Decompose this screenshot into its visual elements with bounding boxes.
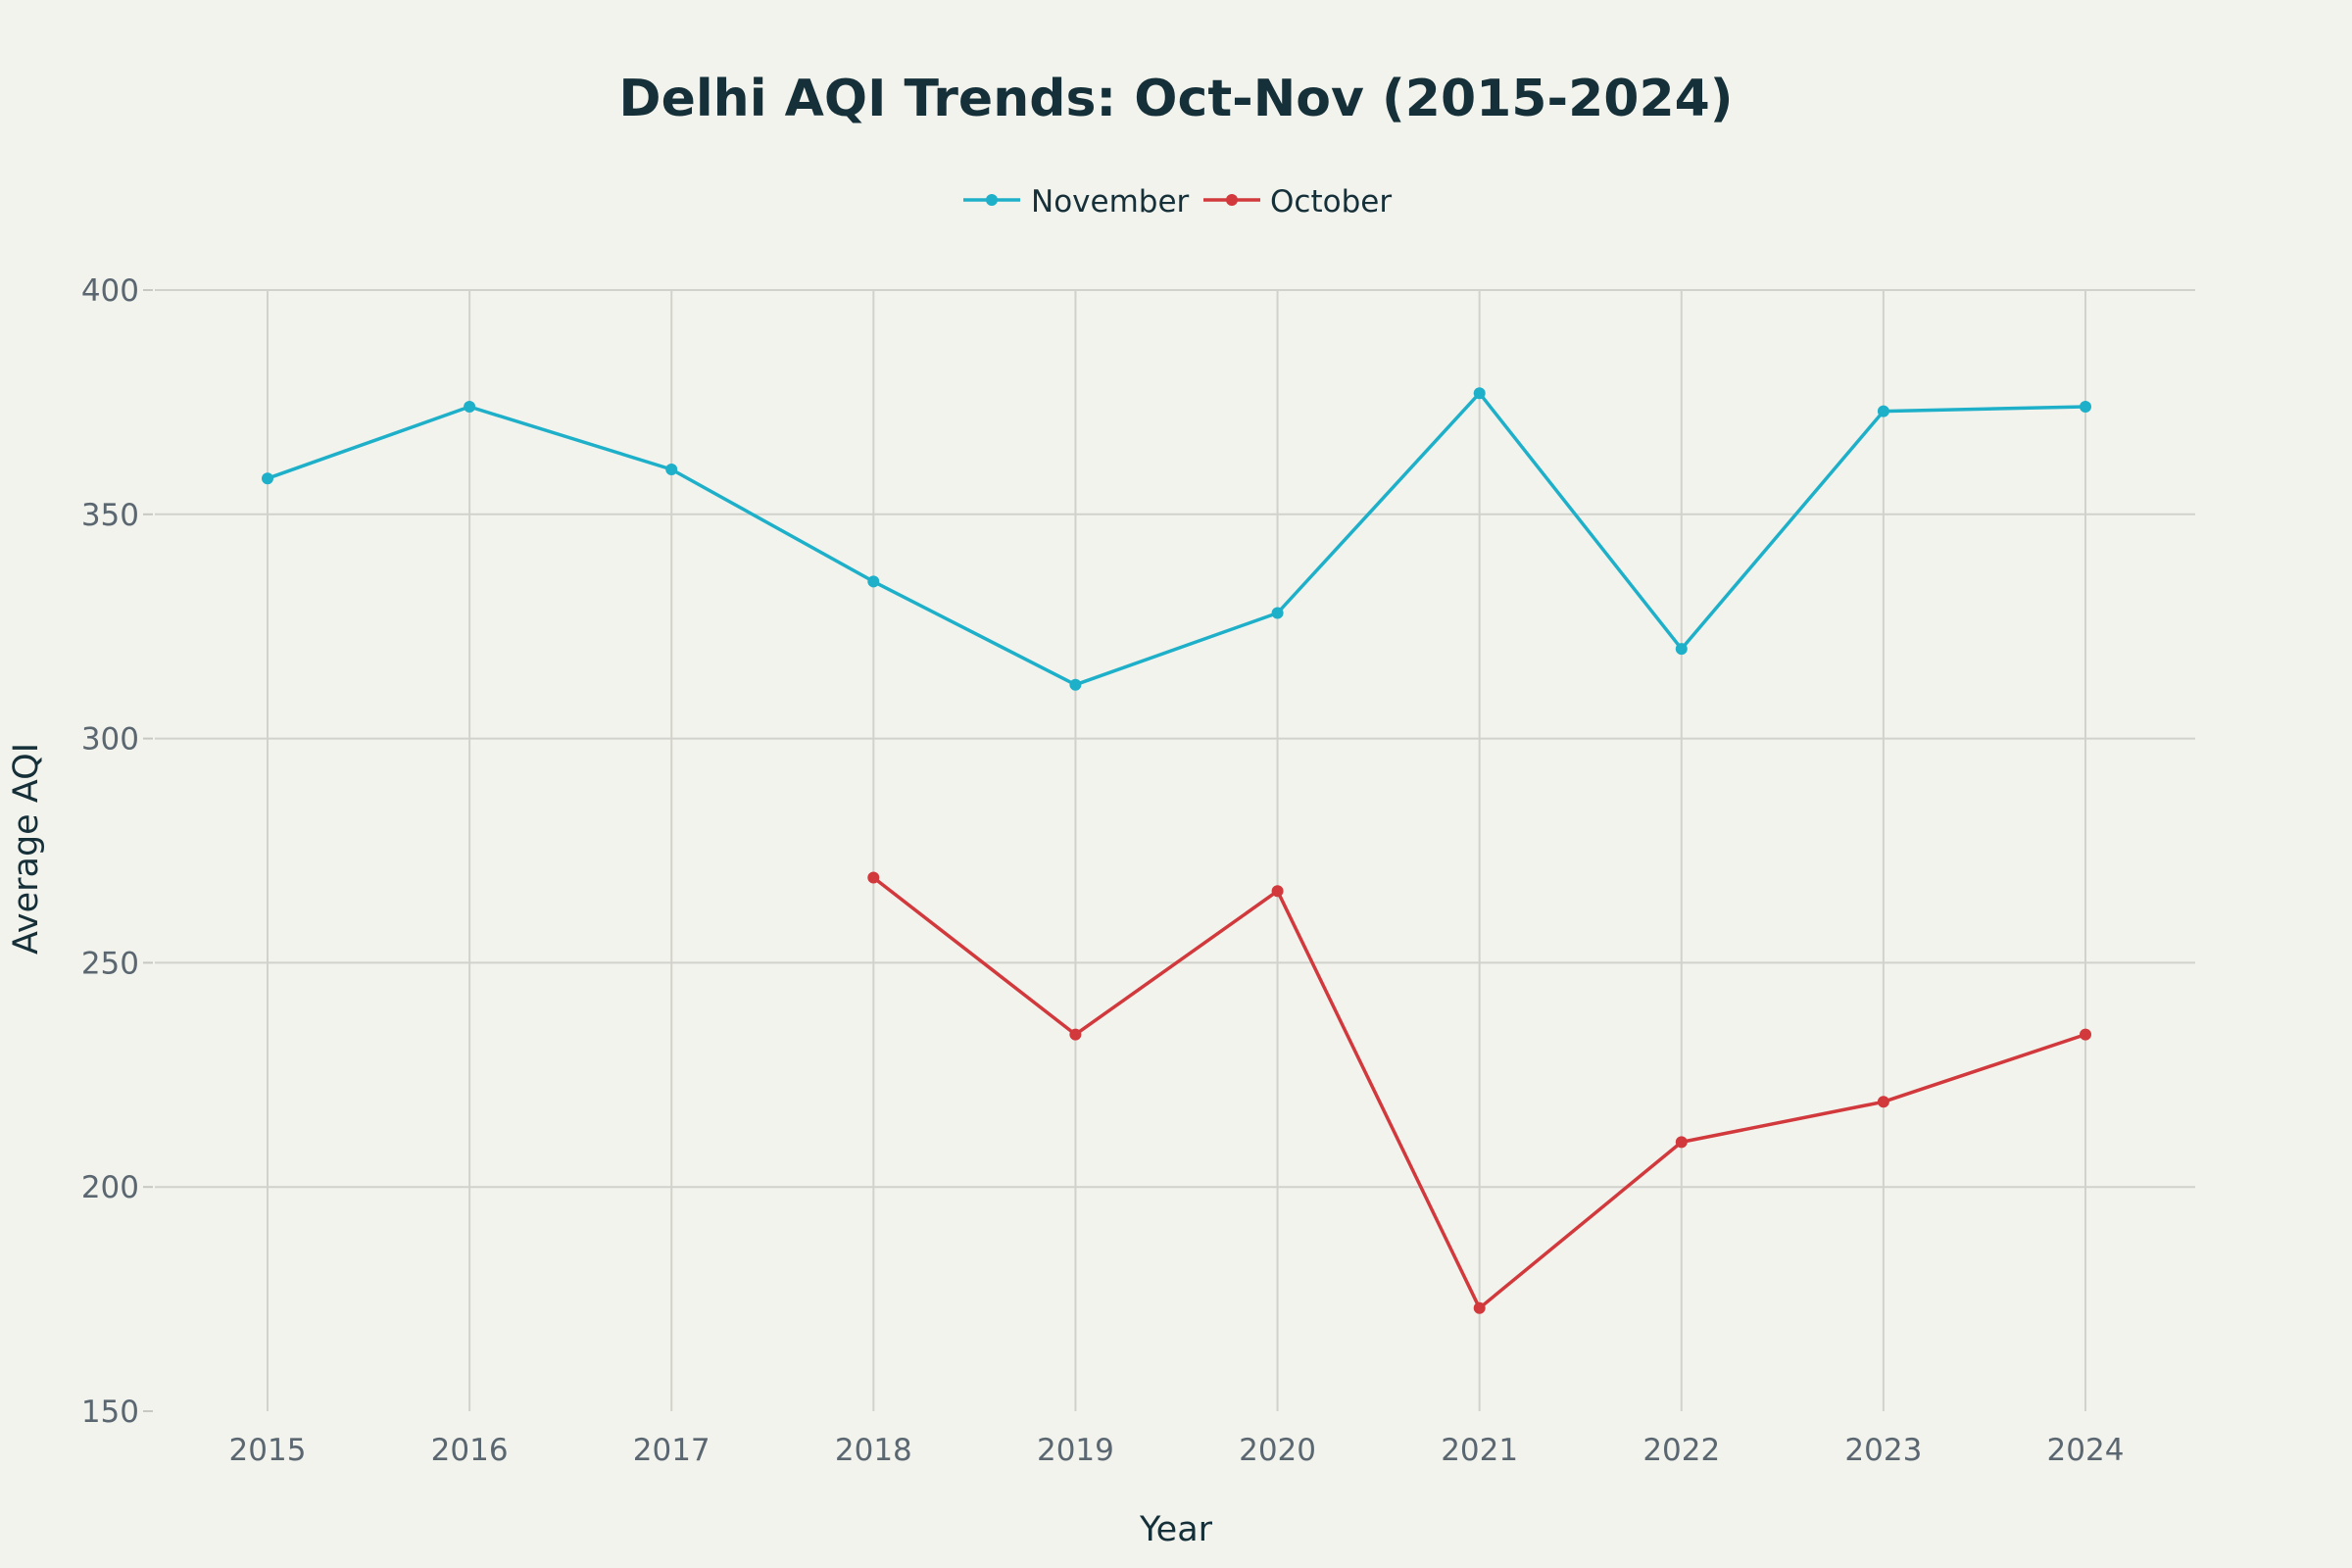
y-tick-label-350: 350 <box>81 498 139 533</box>
x-axis-ticks: 2015 2016 2017 2018 2019 2020 2021 2022 2023 2024 <box>229 1433 2125 1468</box>
x-tick-label-2016: 2016 <box>431 1433 509 1468</box>
legend-marker-october <box>1226 194 1238 206</box>
data-point-october-2018[interactable] <box>867 871 880 884</box>
y-axis-ticks: 150 200 250 300 350 400 <box>81 273 153 1430</box>
x-tick-label-2018: 2018 <box>835 1433 912 1468</box>
chart-title: Delhi AQI Trends: Oct-Nov (2015-2024) <box>618 70 1733 128</box>
data-point-october-2020[interactable] <box>1271 885 1284 898</box>
plot-area <box>262 387 2091 1314</box>
legend-item-october[interactable]: October <box>1203 184 1392 220</box>
x-gridlines <box>267 290 2086 1411</box>
x-tick-label-2022: 2022 <box>1642 1433 1720 1468</box>
x-tick-label-2019: 2019 <box>1037 1433 1114 1468</box>
legend-label-october: October <box>1270 184 1392 220</box>
data-point-november-2023[interactable] <box>1877 405 1889 417</box>
x-axis-title: Year <box>1139 1510 1213 1549</box>
x-tick-label-2021: 2021 <box>1441 1433 1518 1468</box>
data-point-november-2017[interactable] <box>665 464 678 475</box>
data-point-november-2019[interactable] <box>1069 678 1082 691</box>
x-tick-label-2023: 2023 <box>1844 1433 1922 1468</box>
y-tick-label-200: 200 <box>81 1170 139 1205</box>
series-line-november <box>267 391 2086 687</box>
y-tick-label-250: 250 <box>81 946 139 981</box>
series-october <box>867 871 2091 1314</box>
series-november <box>262 387 2091 691</box>
x-tick-label-2020: 2020 <box>1239 1433 1316 1468</box>
data-point-november-2016[interactable] <box>464 401 476 413</box>
data-point-november-2020[interactable] <box>1271 607 1284 619</box>
x-tick-label-2017: 2017 <box>633 1433 710 1468</box>
legend-marker-november <box>986 194 998 206</box>
data-point-october-2024[interactable] <box>2080 1028 2091 1041</box>
legend[interactable]: November October <box>963 184 1392 220</box>
legend-item-november[interactable]: November <box>963 184 1190 220</box>
data-point-october-2019[interactable] <box>1069 1028 1082 1041</box>
x-tick-label-2024: 2024 <box>2047 1433 2125 1468</box>
y-gridlines <box>155 289 2195 1189</box>
y-tick-label-300: 300 <box>81 722 139 758</box>
data-point-october-2023[interactable] <box>1877 1096 1889 1108</box>
y-axis-title: Average AQI <box>7 743 46 955</box>
data-point-october-2021[interactable] <box>1473 1301 1486 1314</box>
data-point-november-2024[interactable] <box>2080 401 2091 413</box>
data-point-november-2022[interactable] <box>1675 643 1688 656</box>
y-tick-label-400: 400 <box>81 273 139 309</box>
data-point-november-2018[interactable] <box>867 575 880 588</box>
data-point-october-2022[interactable] <box>1675 1136 1688 1149</box>
x-tick-label-2015: 2015 <box>229 1433 307 1468</box>
legend-label-november: November <box>1031 184 1190 220</box>
data-point-november-2021[interactable] <box>1473 387 1486 400</box>
y-tick-label-150: 150 <box>81 1395 139 1430</box>
data-point-november-2015[interactable] <box>262 472 273 485</box>
